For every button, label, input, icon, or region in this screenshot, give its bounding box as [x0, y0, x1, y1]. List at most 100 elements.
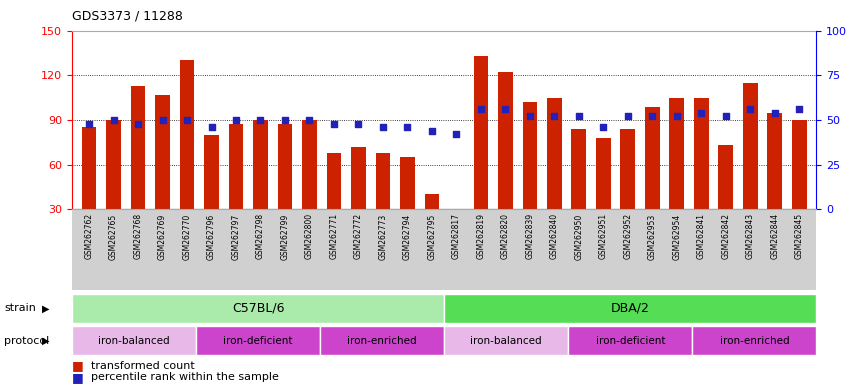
Text: GDS3373 / 11288: GDS3373 / 11288 [72, 10, 183, 23]
Point [205, 124, 218, 130]
Text: GSM262843: GSM262843 [746, 214, 755, 260]
Point [376, 124, 390, 130]
Text: ▶: ▶ [42, 336, 50, 346]
Text: percentile rank within the sample: percentile rank within the sample [91, 372, 278, 382]
Bar [72, 326, 196, 355]
Point [695, 110, 708, 116]
Text: GSM262770: GSM262770 [183, 214, 191, 260]
Bar [72, 294, 444, 323]
Text: iron-enriched: iron-enriched [348, 336, 417, 346]
Bar [669, 98, 684, 254]
Text: ■: ■ [72, 359, 84, 372]
Point [180, 117, 194, 123]
Text: GSM262797: GSM262797 [232, 214, 240, 260]
Text: ▶: ▶ [42, 303, 50, 313]
Point [572, 113, 585, 119]
Text: GSM262796: GSM262796 [207, 214, 216, 260]
Point [719, 113, 733, 119]
Point [744, 106, 757, 113]
Bar [130, 86, 146, 254]
Text: GSM262839: GSM262839 [525, 214, 535, 260]
Bar [302, 120, 316, 254]
Bar [767, 113, 782, 254]
Text: GSM262840: GSM262840 [550, 214, 559, 260]
Point [449, 131, 463, 137]
Text: transformed count: transformed count [91, 361, 195, 371]
Text: protocol: protocol [4, 336, 49, 346]
Text: GSM262772: GSM262772 [354, 214, 363, 260]
Point [352, 121, 365, 127]
Text: GSM262845: GSM262845 [794, 214, 804, 260]
Bar [694, 98, 709, 254]
Bar [107, 120, 121, 254]
Text: GSM262771: GSM262771 [329, 214, 338, 260]
Text: GSM262762: GSM262762 [85, 214, 94, 260]
Bar [449, 232, 464, 254]
Bar [204, 135, 219, 254]
Bar [792, 120, 806, 254]
Text: iron-deficient: iron-deficient [596, 336, 665, 346]
Text: GSM262768: GSM262768 [134, 214, 142, 260]
Text: GSM262953: GSM262953 [648, 214, 656, 260]
Bar [253, 120, 268, 254]
Bar [425, 194, 439, 254]
Text: GSM262800: GSM262800 [305, 214, 314, 260]
Bar [228, 124, 244, 254]
Text: GSM262950: GSM262950 [574, 214, 584, 260]
Text: GSM262820: GSM262820 [501, 214, 510, 259]
Point [768, 110, 782, 116]
Bar [444, 326, 569, 355]
Point [156, 117, 169, 123]
Bar [474, 56, 488, 254]
Bar [155, 95, 170, 254]
Bar [179, 61, 195, 254]
Point [131, 121, 145, 127]
Point [401, 124, 415, 130]
Text: strain: strain [4, 303, 36, 313]
Bar [327, 153, 341, 254]
Text: iron-balanced: iron-balanced [470, 336, 542, 346]
Point [621, 113, 634, 119]
Point [107, 117, 120, 123]
Bar [82, 127, 96, 254]
Text: iron-balanced: iron-balanced [98, 336, 170, 346]
Point [82, 121, 96, 127]
Bar [351, 147, 365, 254]
Point [596, 124, 610, 130]
Bar [320, 326, 444, 355]
Point [303, 117, 316, 123]
Bar [569, 326, 692, 355]
Bar [743, 83, 758, 254]
Text: GSM262951: GSM262951 [599, 214, 607, 260]
Text: GSM262841: GSM262841 [697, 214, 706, 259]
Bar [376, 153, 390, 254]
Text: iron-enriched: iron-enriched [720, 336, 789, 346]
Bar [444, 294, 816, 323]
Bar [596, 138, 611, 254]
Text: iron-deficient: iron-deficient [223, 336, 293, 346]
Text: GSM262842: GSM262842 [722, 214, 730, 259]
Text: GSM262817: GSM262817 [452, 214, 461, 259]
Point [498, 106, 512, 113]
Text: GSM262765: GSM262765 [109, 214, 118, 260]
Bar [400, 157, 415, 254]
Point [254, 117, 267, 123]
Text: GSM262795: GSM262795 [427, 214, 437, 260]
Bar [572, 129, 586, 254]
Bar [277, 124, 293, 254]
Text: GSM262773: GSM262773 [378, 214, 387, 260]
Text: GSM262952: GSM262952 [624, 214, 632, 260]
Point [547, 113, 561, 119]
Bar [547, 98, 562, 254]
Text: GSM262819: GSM262819 [476, 214, 486, 259]
Point [645, 113, 659, 119]
Bar [523, 102, 537, 254]
Bar [692, 326, 816, 355]
Bar [498, 73, 513, 254]
Bar [645, 107, 660, 254]
Point [793, 106, 806, 113]
Point [229, 117, 243, 123]
Text: GSM262794: GSM262794 [403, 214, 412, 260]
Bar [196, 326, 320, 355]
Text: C57BL/6: C57BL/6 [232, 302, 284, 314]
